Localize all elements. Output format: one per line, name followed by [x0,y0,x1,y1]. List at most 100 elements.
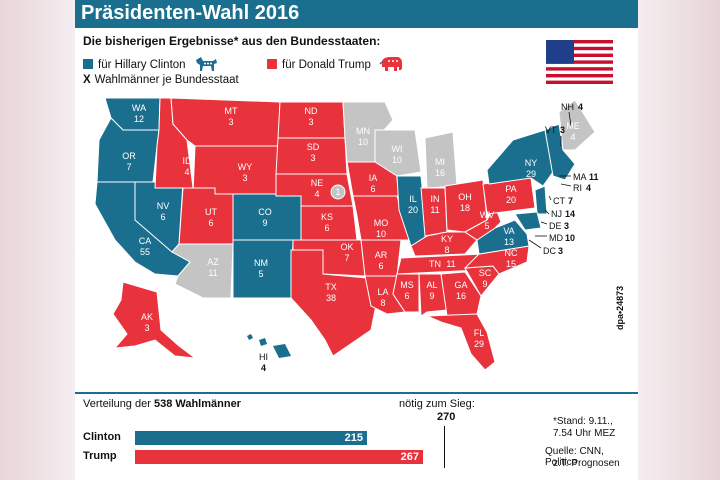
state-ms [392,273,420,313]
legend-swatch-clinton [83,59,93,69]
tn-abbr: TN [429,259,441,269]
state-nj [534,185,548,215]
ut-abbr: UT [205,207,217,217]
state-hi [247,334,291,358]
id-ev: 4 [184,167,189,177]
nv-ev: 6 [160,212,165,222]
state-ga [440,271,482,317]
dc-ev: 3 [558,246,563,256]
elephant-icon [378,55,404,76]
wa-abbr: WA [132,103,146,113]
sd-ev: 3 [310,153,315,163]
wy-ev: 3 [242,173,247,183]
co-ev: 9 [262,218,267,228]
ca-abbr: CA [139,236,152,246]
wv-abbr: WV [480,210,495,220]
state-or [96,117,160,183]
infographic-card: Präsidenten-Wahl 2016 Die bisherigen Erg… [75,0,638,480]
state-tx [290,249,378,357]
legend-electors-label: Wahlmänner je Bundesstaat [94,74,239,86]
de-abbr: DE [549,221,562,231]
ar-ev: 6 [378,261,383,271]
state-co [232,193,302,241]
dc-abbr: DC [543,246,556,256]
state-md-de [514,211,542,231]
il-ev: 20 [408,205,418,215]
section-divider [75,392,638,394]
la-abbr: LA [377,287,388,297]
ne-split-circle [330,184,346,200]
ar-abbr: AR [375,250,388,260]
mt-abbr: MT [225,106,238,116]
ky-abbr: KY [441,234,453,244]
ny-abbr: NY [525,158,538,168]
callout-lines [528,111,572,249]
nm-abbr: NM [254,258,268,268]
ok-ev: 7 [344,253,349,263]
mt-ev: 3 [228,117,233,127]
ct-ev: 7 [568,196,573,206]
tn-ev: 11 [446,259,455,269]
id-abbr: ID [183,156,193,166]
ut-ev: 6 [208,218,213,228]
time-label: 7.54 Uhr MEZ [553,428,616,439]
wi-abbr: WI [392,144,403,154]
state-wv [464,204,502,241]
in-ev: 11 [430,205,439,215]
ok-abbr: OK [340,242,353,252]
tx-abbr: TX [325,282,337,292]
ri-abbr: RI [573,183,582,193]
ga-abbr: GA [454,280,467,290]
state-fl [426,313,496,371]
fl-ev: 29 [474,339,484,349]
state-wy [192,145,279,195]
state-me [558,99,596,151]
al-ev: 9 [429,291,434,301]
title-bar: Präsidenten-Wahl 2016 [75,0,638,28]
in-abbr: IN [431,194,440,204]
wa-ev: 12 [134,114,144,124]
ct-abbr: CT [553,196,565,206]
state-ak [112,281,197,359]
ak-abbr: AK [141,312,153,322]
or-abbr: OR [122,151,136,161]
wy-abbr: WY [238,162,253,172]
legend-clinton-label: für Hillary Clinton [98,59,186,71]
vt-abbr: VT [545,125,557,135]
ms-abbr: MS [400,280,414,290]
ms-ev: 6 [404,291,409,301]
legend-clinton: für Hillary Clinton [83,55,219,76]
legend-electors: X Wahlmänner je Bundesstaat [83,74,239,86]
callout-labels: NH 4 VT 3 MA 11 RI 4 CT 7 NJ 14 DE 3 MD 10 DC 3 [543,102,599,256]
needed-label: nötig zum Sieg: [399,398,475,410]
stand-label: *Stand: 9.11., [553,416,613,427]
ma-ev: 11 [589,172,599,182]
donkey-icon [193,55,219,76]
nc-ev: 15 [506,259,516,269]
mi-abbr: MI [435,157,445,167]
us-flag-icon [546,40,613,84]
clinton-label: Clinton [83,431,121,443]
ne-split-value: 1 [335,187,340,197]
ne-abbr: NE [311,178,324,188]
state-al [418,273,448,317]
tx-ev: 38 [326,293,336,303]
nc-abbr: NC [505,248,518,258]
hi-abbr: HI [259,352,268,362]
state-az [171,243,234,299]
md-abbr: MD [549,233,563,243]
ak-ev: 3 [144,323,149,333]
oh-abbr: OH [458,192,472,202]
ks-abbr: KS [321,212,333,222]
pa-ev: 20 [506,195,516,205]
distribution-prefix: Verteilung der [83,398,151,410]
fl-abbr: FL [474,328,485,338]
mn-abbr: MN [356,126,370,136]
or-ev: 7 [126,162,131,172]
ga-ev: 16 [456,291,466,301]
legend-x-mark: X [83,74,91,86]
legend-trump: für Donald Trump [267,55,404,76]
nd-ev: 3 [308,117,313,127]
